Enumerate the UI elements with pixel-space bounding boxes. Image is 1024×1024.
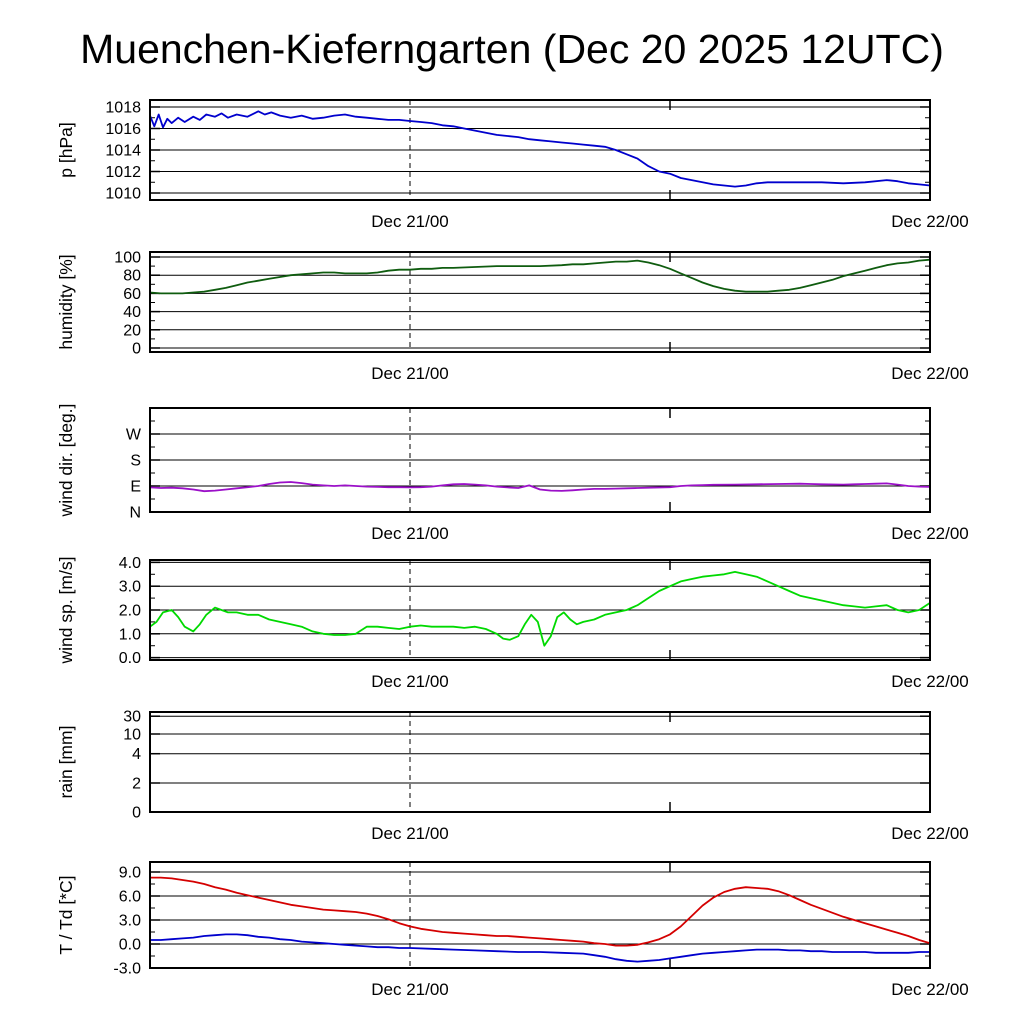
y-tick-label: 1018 [105, 99, 141, 116]
y-tick-label: W [126, 427, 142, 444]
wind-direction-border [149, 407, 931, 513]
wind-direction-ylabel: wind dir. [deg.] [56, 404, 76, 518]
temperature-ylabel: T / Td [*C] [56, 875, 76, 954]
humidity-line [149, 258, 931, 295]
y-tick-label: -3.0 [113, 961, 141, 978]
x-tick-label: Dec 22/00 [891, 212, 969, 231]
y-tick-label: E [130, 479, 141, 496]
pressure-ylabel: p [hPa] [56, 122, 76, 177]
y-tick-label: 40 [123, 304, 141, 321]
y-tick-label: 0.0 [119, 937, 141, 954]
x-tick-label: Dec 22/00 [891, 980, 969, 999]
pressure-border [149, 99, 931, 201]
wind-direction-line [149, 481, 931, 493]
x-tick-label: Dec 22/00 [891, 364, 969, 383]
y-tick-label: 2 [132, 776, 141, 793]
y-tick-label: 4 [132, 746, 141, 763]
x-tick-label: Dec 21/00 [371, 980, 449, 999]
y-tick-label: 0 [132, 805, 141, 822]
y-tick-label: 2.0 [119, 603, 141, 620]
wind-speed-border [149, 559, 931, 661]
x-tick-label: Dec 21/00 [371, 672, 449, 691]
y-tick-label: 0.0 [119, 650, 141, 667]
y-tick-label: 1012 [105, 164, 141, 181]
wind-speed-panel: 4.0 3.0 2.0 1.0 0.0 Dec 21/00 Dec 22/00 wind sp… [56, 555, 969, 691]
y-tick-label: S [130, 453, 141, 470]
x-tick-label: Dec 22/00 [891, 524, 969, 543]
wind-speed-line [149, 571, 931, 647]
y-tick-label: 100 [114, 250, 141, 267]
y-tick-label: N [129, 505, 141, 522]
humidity-border [149, 251, 931, 353]
y-tick-label: 60 [123, 286, 141, 303]
temperature-panel: 9.0 6.0 3.0 0.0 -3.0 Dec 21/00 Dec 22/00 T / Td… [56, 861, 969, 999]
y-tick-label: 1010 [105, 186, 141, 203]
y-tick-label: 80 [123, 268, 141, 285]
y-tick-label: 1.0 [119, 626, 141, 643]
x-tick-label: Dec 22/00 [891, 824, 969, 843]
dewpoint-line [149, 933, 931, 963]
y-tick-label: 1014 [105, 143, 141, 160]
rain-ylabel: rain [mm] [56, 726, 76, 799]
y-tick-label: 3.0 [119, 913, 141, 930]
rain-border [149, 711, 931, 813]
temperature-border [149, 861, 931, 969]
y-tick-label: 4.0 [119, 555, 141, 572]
pressure-line [149, 110, 931, 188]
pressure-panel: 1018 1016 1014 1012 1010 Dec 21/00 Dec 22/00 p … [56, 99, 969, 231]
y-tick-label: 30 [123, 709, 141, 726]
x-tick-label: Dec 22/00 [891, 672, 969, 691]
y-tick-label: 9.0 [119, 865, 141, 882]
x-tick-label: Dec 21/00 [371, 524, 449, 543]
y-tick-label: 6.0 [119, 889, 141, 906]
y-tick-label: 0 [132, 340, 141, 357]
temperature-line [149, 876, 931, 947]
x-tick-label: Dec 21/00 [371, 824, 449, 843]
y-tick-label: 10 [123, 727, 141, 744]
x-tick-label: Dec 21/00 [371, 364, 449, 383]
y-tick-label: 1016 [105, 121, 141, 138]
y-tick-label: 20 [123, 322, 141, 339]
humidity-ylabel: humidity [%] [56, 254, 76, 349]
x-tick-label: Dec 21/00 [371, 212, 449, 231]
wind-speed-ylabel: wind sp. [m/s] [56, 557, 76, 665]
chart-title: Muenchen-Kieferngarten (Dec 20 2025 12UT… [80, 26, 944, 72]
y-tick-label: 3.0 [119, 579, 141, 596]
